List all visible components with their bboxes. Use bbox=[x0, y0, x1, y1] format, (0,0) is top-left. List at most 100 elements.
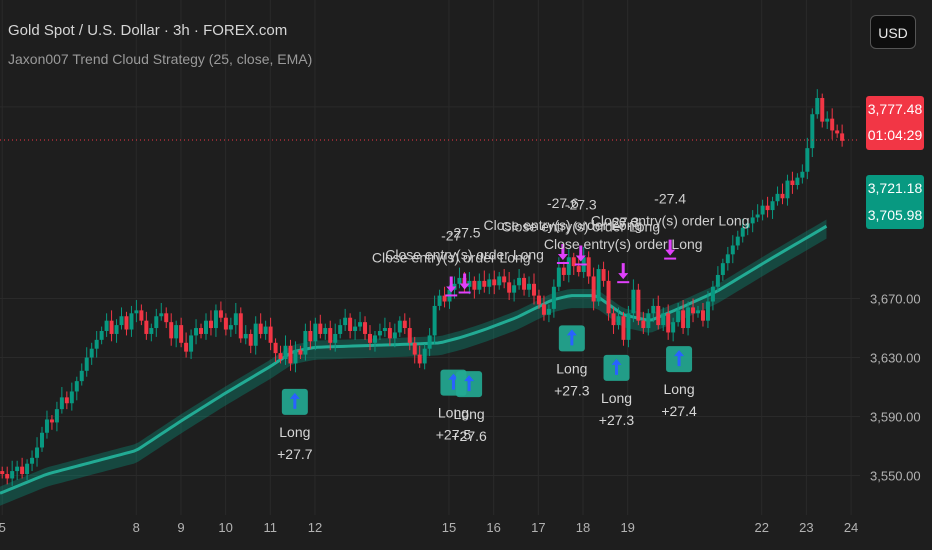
candle-body bbox=[745, 223, 750, 228]
candle-body bbox=[437, 295, 442, 306]
candle-body bbox=[129, 313, 134, 330]
candle-body bbox=[596, 269, 601, 302]
candle-body bbox=[735, 236, 740, 246]
exit-label: Close entry(s) order Long bbox=[501, 218, 660, 234]
candle-body bbox=[566, 257, 571, 275]
candle-body bbox=[810, 114, 815, 149]
candle-body bbox=[184, 342, 189, 352]
exit-label: Close entry(s) order Long bbox=[544, 236, 703, 252]
candle-body bbox=[358, 322, 363, 327]
candle-body bbox=[740, 227, 745, 237]
candle-body bbox=[601, 269, 606, 281]
y-tick-label: 3,630.00 bbox=[870, 351, 921, 366]
candle-body bbox=[760, 205, 765, 215]
candle-body bbox=[169, 322, 174, 339]
candle-body bbox=[30, 457, 35, 464]
x-tick-label: 19 bbox=[620, 520, 634, 535]
candle-body bbox=[298, 350, 303, 355]
candle-body bbox=[536, 295, 541, 305]
candle-body bbox=[382, 328, 387, 331]
candle-body bbox=[293, 350, 298, 364]
x-tick-label: 8 bbox=[133, 520, 140, 535]
candle-body bbox=[109, 320, 114, 334]
candle-body bbox=[149, 328, 154, 334]
candle-body bbox=[606, 280, 611, 314]
candle-body bbox=[99, 331, 104, 340]
candle-body bbox=[353, 326, 358, 331]
candle-body bbox=[487, 279, 492, 287]
cloud-band bbox=[0, 219, 827, 506]
exit-pnl: -27.3 bbox=[565, 196, 597, 212]
candle-body bbox=[457, 277, 462, 284]
candle-body bbox=[641, 320, 646, 329]
candle-body bbox=[671, 322, 676, 333]
candle-body bbox=[477, 280, 482, 290]
entry-arrow-icon bbox=[448, 373, 459, 390]
candle-body bbox=[233, 313, 238, 326]
candle-body bbox=[626, 313, 631, 340]
candle-body bbox=[69, 391, 74, 404]
candle-body bbox=[15, 466, 20, 472]
candle-body bbox=[517, 277, 522, 286]
candle-body bbox=[730, 245, 735, 255]
candle-body bbox=[472, 280, 477, 290]
candle-body bbox=[651, 305, 656, 314]
candle-body bbox=[387, 328, 392, 339]
candle-body bbox=[442, 295, 447, 302]
bar-countdown: 01:04:29 bbox=[867, 127, 923, 143]
candle-body bbox=[571, 257, 576, 267]
x-tick-label: 18 bbox=[576, 520, 590, 535]
candle-body bbox=[35, 447, 40, 458]
candle-body bbox=[492, 279, 497, 286]
strategy-label[interactable]: Jaxon007 Trend Cloud Strategy (25, close… bbox=[8, 51, 313, 67]
exit-pnl: -27.5 bbox=[449, 224, 481, 240]
candle-body bbox=[208, 320, 213, 329]
x-tick-label: 10 bbox=[218, 520, 232, 535]
candle-body bbox=[616, 316, 621, 326]
exit-arrow-icon bbox=[618, 263, 629, 280]
x-tick-label: 22 bbox=[754, 520, 768, 535]
x-tick-label: 12 bbox=[308, 520, 322, 535]
candle-body bbox=[700, 310, 705, 321]
candle-body bbox=[686, 307, 691, 329]
exit-label: Close entry(s) order Long bbox=[385, 246, 544, 262]
candle-body bbox=[134, 310, 139, 314]
candle-body bbox=[59, 397, 64, 410]
candle-body bbox=[676, 310, 681, 323]
y-tick-label: 3,670.00 bbox=[870, 292, 921, 307]
cloud-lower-value: 3,705.98 bbox=[867, 207, 923, 223]
candle-body bbox=[189, 335, 194, 352]
candle-body bbox=[372, 335, 377, 343]
candle-body bbox=[497, 276, 502, 286]
candle-body bbox=[139, 310, 144, 321]
x-tick-label: 9 bbox=[177, 520, 184, 535]
exit-arrow-icon bbox=[665, 239, 676, 256]
candle-body bbox=[780, 193, 785, 199]
candle-body bbox=[750, 217, 755, 224]
candle-body bbox=[54, 409, 59, 423]
candle-body bbox=[308, 331, 313, 342]
candle-body bbox=[432, 305, 437, 336]
candle-body bbox=[283, 345, 288, 360]
candle-body bbox=[755, 214, 760, 218]
candle-body bbox=[656, 305, 661, 326]
candle-body bbox=[397, 320, 402, 333]
entry-pnl: +27.3 bbox=[554, 382, 590, 398]
candle-body bbox=[820, 98, 825, 122]
entry-arrow-icon bbox=[611, 358, 622, 375]
last-price-tag: 3,777.48 01:04:29 bbox=[866, 96, 924, 150]
candle-body bbox=[318, 323, 323, 334]
candle-body bbox=[64, 397, 69, 404]
y-tick-label: 3,590.00 bbox=[870, 410, 921, 425]
cloud-price-tag: 3,721.18 3,705.98 bbox=[866, 175, 924, 229]
exit-arrow-icon bbox=[459, 273, 470, 290]
candle-body bbox=[710, 286, 715, 302]
candle-body bbox=[104, 320, 109, 331]
candle-body bbox=[407, 328, 412, 343]
currency-button[interactable]: USD bbox=[870, 15, 916, 49]
exit-pnl: -27 bbox=[441, 227, 461, 243]
candle-body bbox=[84, 357, 89, 371]
candle-body bbox=[467, 280, 472, 287]
